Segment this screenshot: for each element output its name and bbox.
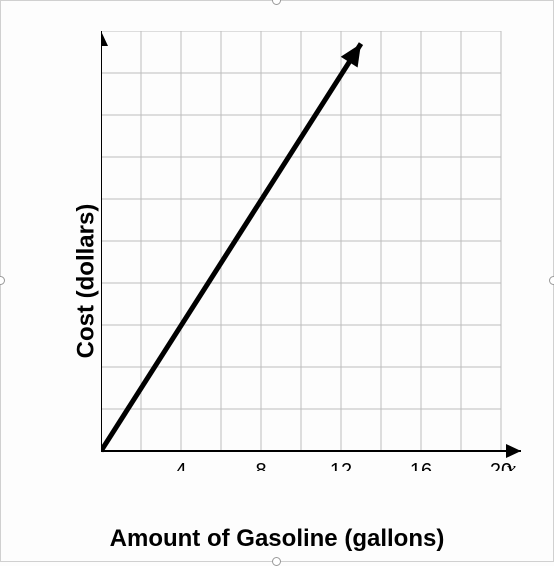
y-axis-arrow <box>101 31 108 46</box>
x-tick: 16 <box>410 460 432 471</box>
plot-area: 48121620 1020304050 0 x y <box>101 31 521 471</box>
x-axis-label: Amount of Gasoline (gallons) <box>1 525 553 553</box>
axes <box>101 31 521 458</box>
x-tick: 4 <box>175 460 186 471</box>
x-tick-labels: 48121620 <box>175 460 512 471</box>
chart-svg: 48121620 1020304050 0 x y <box>101 31 521 471</box>
x-tick: 12 <box>330 460 352 471</box>
x-tick: 8 <box>255 460 266 471</box>
gridlines <box>101 31 501 451</box>
data-line <box>101 44 361 451</box>
selection-handle-right[interactable] <box>549 276 554 285</box>
chart-container: Cost (dollars) Amount of Gasoline (gallo… <box>1 1 553 561</box>
x-axis-name: x <box>505 456 516 471</box>
y-axis-label: Cost (dollars) <box>72 204 100 359</box>
